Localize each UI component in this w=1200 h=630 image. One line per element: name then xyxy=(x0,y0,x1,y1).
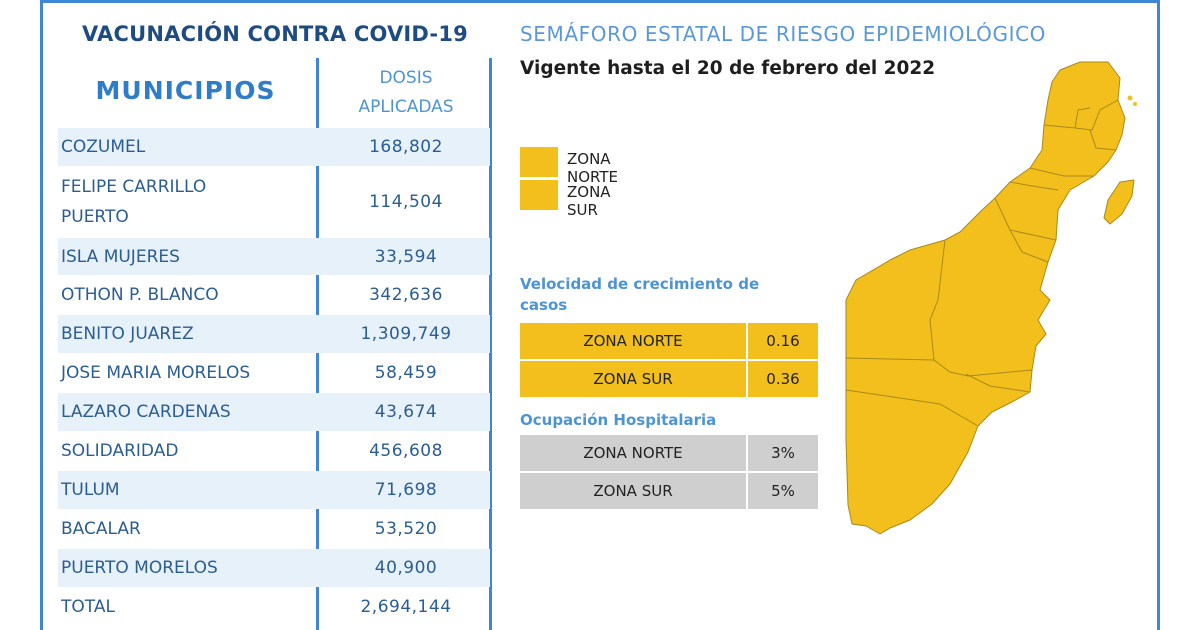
row-dosis: 53,520 xyxy=(374,519,438,539)
ocupacion-title: Ocupación Hospitalaria xyxy=(520,411,717,429)
row-dosis: 58,459 xyxy=(374,363,438,383)
row-dosis: 342,636 xyxy=(369,285,443,305)
stat-valor: 3% xyxy=(748,435,818,471)
column-header-dosis-line1: DOSIS xyxy=(379,68,433,88)
row-municipio: BENITO JUAREZ xyxy=(61,324,194,344)
velocidad-table: ZONA NORTE 0.16 ZONA SUR 0.36 xyxy=(520,323,818,399)
row-municipio: BACALAR xyxy=(61,519,141,539)
row-municipio: FELIPE CARRILLO PUERTO xyxy=(61,177,207,227)
row-municipio: COZUMEL xyxy=(61,137,146,157)
vaccination-table: COZUMEL 168,802 FELIPE CARRILLO PUERTO 1… xyxy=(58,128,490,627)
row-dosis: 168,802 xyxy=(369,137,443,157)
table-row: PUERTO MORELOS 40,900 xyxy=(58,549,490,587)
table-row: FELIPE CARRILLO PUERTO 114,504 xyxy=(58,166,490,238)
semaforo-subtitle: Vigente hasta el 20 de febrero del 2022 xyxy=(520,58,936,79)
stat-zona: ZONA NORTE xyxy=(520,435,746,471)
row-dosis: 71,698 xyxy=(374,480,438,500)
stat-zona: ZONA SUR xyxy=(520,473,746,509)
legend-label: ZONA NORTE xyxy=(567,150,618,186)
column-header-dosis: DOSIS APLICADAS xyxy=(322,64,490,122)
table-row: SOLIDARIDAD 456,608 xyxy=(58,431,490,471)
table-row-total: TOTAL 2,694,144 xyxy=(58,587,490,627)
table-row: BACALAR 53,520 xyxy=(58,509,490,549)
row-dosis: 456,608 xyxy=(369,441,443,461)
row-municipio: PUERTO MORELOS xyxy=(61,558,218,578)
column-header-dosis-line2: APLICADAS xyxy=(358,97,454,117)
row-municipio: TOTAL xyxy=(61,597,115,617)
semaforo-title: SEMÁFORO ESTATAL DE RIESGO EPIDEMIOLÓGIC… xyxy=(520,22,1047,46)
stat-valor: 0.16 xyxy=(748,323,818,359)
row-dosis: 2,694,144 xyxy=(360,597,452,617)
row-dosis: 114,504 xyxy=(369,192,443,212)
table-row: ISLA MUJERES 33,594 xyxy=(58,238,490,275)
table-row: BENITO JUAREZ 1,309,749 xyxy=(58,315,490,353)
row-municipio: OTHON P. BLANCO xyxy=(61,285,219,305)
row-municipio: JOSE MARIA MORELOS xyxy=(61,363,251,383)
frame-top-border xyxy=(40,0,1160,3)
table-row: LAZARO CARDENAS 43,674 xyxy=(58,393,490,431)
velocidad-title: Velocidad de crecimiento de casos xyxy=(520,275,760,314)
stat-row: ZONA SUR 0.36 xyxy=(520,361,818,397)
row-municipio: ISLA MUJERES xyxy=(61,246,180,267)
panel-divider xyxy=(489,58,492,630)
frame-right-border xyxy=(1157,0,1160,630)
vaccination-title: VACUNACIÓN CONTRA COVID-19 xyxy=(82,22,468,46)
stat-valor: 0.36 xyxy=(748,361,818,397)
table-row: TULUM 71,698 xyxy=(58,471,490,509)
ocupacion-table: ZONA NORTE 3% ZONA SUR 5% xyxy=(520,435,818,511)
row-municipio: SOLIDARIDAD xyxy=(61,441,179,461)
legend-swatch xyxy=(520,180,558,210)
row-dosis: 43,674 xyxy=(374,402,438,422)
state-map-islands xyxy=(1127,95,1137,106)
state-map-borders xyxy=(845,99,1119,427)
row-dosis: 40,900 xyxy=(374,558,438,578)
stat-row: ZONA NORTE 3% xyxy=(520,435,818,471)
legend-swatch xyxy=(520,147,558,177)
table-row: OTHON P. BLANCO 342,636 xyxy=(58,275,490,315)
stat-zona: ZONA NORTE xyxy=(520,323,746,359)
row-municipio: LAZARO CARDENAS xyxy=(61,402,231,422)
frame-left-border xyxy=(40,0,43,630)
legend-label: ZONA SUR xyxy=(567,183,611,219)
row-dosis: 33,594 xyxy=(374,246,438,267)
stat-zona: ZONA SUR xyxy=(520,361,746,397)
column-header-municipios: MUNICIPIOS xyxy=(95,76,276,105)
table-row: COZUMEL 168,802 xyxy=(58,128,490,166)
stat-row: ZONA NORTE 0.16 xyxy=(520,323,818,359)
state-map-mainland xyxy=(845,61,1126,535)
stat-row: ZONA SUR 5% xyxy=(520,473,818,509)
row-dosis: 1,309,749 xyxy=(360,324,452,344)
table-row: JOSE MARIA MORELOS 58,459 xyxy=(58,353,490,393)
row-municipio: TULUM xyxy=(61,480,120,500)
state-map xyxy=(845,61,1137,535)
state-map-cozumel xyxy=(1103,179,1135,225)
stat-valor: 5% xyxy=(748,473,818,509)
